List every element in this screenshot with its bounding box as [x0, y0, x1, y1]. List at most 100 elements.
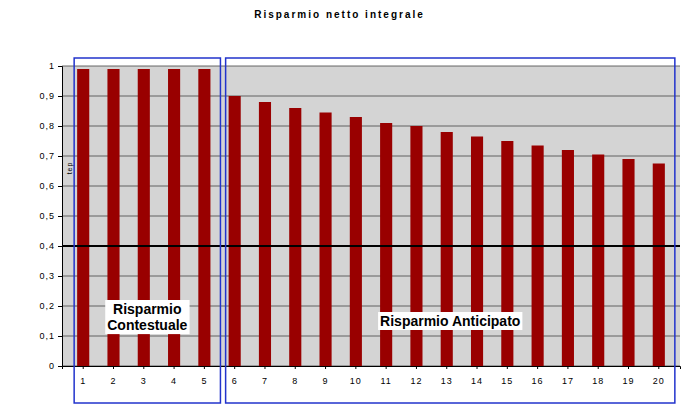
x-tick-label: 16 [532, 376, 544, 386]
y-tick-mark [58, 186, 62, 187]
y-tick: 0 [49, 361, 62, 371]
x-tick: 10 [350, 366, 362, 386]
x-tick-label: 17 [562, 376, 574, 386]
annotation-box [226, 58, 675, 403]
grid-line [62, 186, 680, 187]
x-tick-mark [204, 366, 205, 369]
y-tick-mark [58, 216, 62, 217]
x-tick-mark [598, 366, 599, 369]
x-axis: 1234567891011121314151617181920 [63, 366, 681, 386]
y-axis-line [58, 67, 63, 367]
y-tick-label: 0,9 [39, 91, 55, 101]
annotation-box [74, 58, 220, 403]
y-tick: 0,4 [39, 241, 62, 251]
grid-line [62, 336, 680, 337]
x-tick-label: 18 [592, 376, 604, 386]
bar [289, 108, 301, 366]
y-tick-label: 0,3 [39, 271, 55, 281]
annotation-background [378, 312, 522, 330]
y-tick: 0,7 [39, 151, 62, 161]
grid-line [62, 126, 680, 127]
x-tick-mark [174, 366, 175, 369]
y-tick-label: 0,1 [39, 331, 55, 341]
x-tick-mark [416, 366, 417, 369]
x-tick-label: 2 [110, 376, 116, 386]
bar [320, 113, 332, 367]
x-tick-label: 5 [201, 376, 207, 386]
grid-line [62, 66, 680, 67]
x-tick-label: 7 [262, 376, 268, 386]
grid-line [62, 246, 680, 247]
x-tick-label: 3 [141, 376, 147, 386]
x-tick-mark [507, 366, 508, 369]
x-tick: 5 [201, 366, 207, 386]
bar [592, 155, 604, 367]
y-tick-mark [58, 336, 62, 337]
y-tick-label: 0,8 [39, 121, 55, 131]
y-tick-mark [58, 96, 62, 97]
x-tick-mark [355, 366, 356, 369]
x-tick: 12 [410, 366, 422, 386]
x-tick-label: 10 [350, 376, 362, 386]
annotations: RisparmioContestualeRisparmio Anticipato [74, 58, 675, 403]
y-axis: 00,10,20,30,40,50,60,70,80,91 [39, 61, 62, 371]
bar [229, 96, 241, 366]
y-tick-label: 0,7 [39, 151, 55, 161]
y-tick: 0,1 [39, 331, 62, 341]
x-tick-label: 12 [410, 376, 422, 386]
y-tick: 0,2 [39, 301, 62, 311]
y-axis-title: tep [66, 162, 74, 175]
x-tick-mark [628, 366, 629, 369]
x-tick: 4 [171, 366, 177, 386]
x-tick-label: 19 [622, 376, 634, 386]
x-tick: 18 [592, 366, 604, 386]
y-tick: 0,8 [39, 121, 62, 131]
bar [198, 69, 210, 366]
y-tick-label: 0,5 [39, 211, 55, 221]
x-tick-mark [537, 366, 538, 369]
grid-line [62, 156, 680, 157]
y-tick: 0,9 [39, 91, 62, 101]
x-tick-label: 13 [441, 376, 453, 386]
y-tick-mark [58, 306, 62, 307]
bars [77, 69, 665, 366]
annotation: RisparmioContestuale [107, 301, 187, 333]
x-tick-mark [386, 366, 387, 369]
x-tick: 17 [562, 366, 574, 386]
x-tick-mark [446, 366, 447, 369]
y-tick-label: 0 [49, 361, 55, 371]
reference-line [62, 245, 680, 247]
x-tick: 11 [380, 366, 391, 386]
x-tick: 20 [653, 366, 665, 386]
grid-line [62, 216, 680, 217]
bar [562, 150, 574, 366]
x-tick-mark [477, 366, 478, 369]
bar [350, 117, 362, 366]
bar [532, 146, 544, 367]
y-tick-label: 0,4 [39, 241, 55, 251]
title: Risparmio netto integrale [254, 9, 425, 20]
y-tick-mark [58, 126, 62, 127]
x-tick: 9 [323, 366, 329, 386]
grid-line [62, 276, 680, 277]
x-tick-mark [264, 366, 265, 369]
bar [471, 137, 483, 367]
bar [77, 69, 89, 366]
y-tick-label: 0,2 [39, 301, 55, 311]
x-tick-label: 6 [232, 376, 238, 386]
y-tick-mark [58, 246, 62, 247]
x-tick-label: 1 [80, 376, 86, 386]
x-axis-line [63, 367, 681, 370]
x-tick: 8 [292, 366, 298, 386]
x-tick: 2 [110, 366, 116, 386]
bar [259, 102, 271, 366]
y-tick-label: 0,6 [39, 181, 55, 191]
x-tick: 3 [141, 366, 147, 386]
y-tick-mark [58, 156, 62, 157]
x-tick-label: 15 [501, 376, 513, 386]
bar [441, 132, 453, 366]
annotation-line: Contestuale [107, 317, 187, 333]
grid-line [62, 96, 680, 97]
y-tick: 0,6 [39, 181, 62, 191]
annotation-background [105, 300, 189, 334]
